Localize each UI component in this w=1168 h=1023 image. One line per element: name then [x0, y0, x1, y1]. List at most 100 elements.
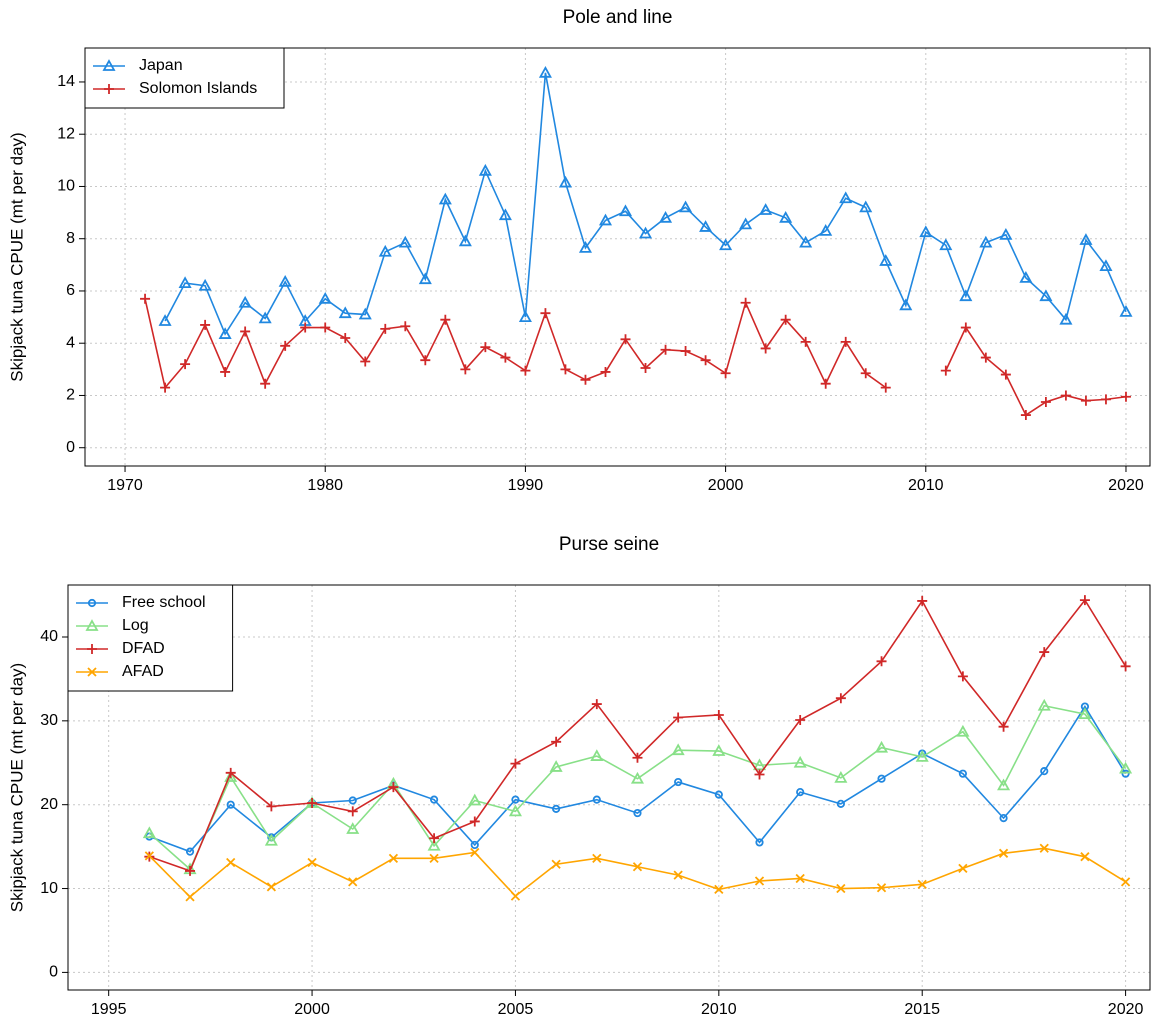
- data-point: [438, 192, 452, 205]
- x-tick-label: 2010: [908, 477, 944, 494]
- legend-box: [84, 47, 285, 109]
- data-point: [578, 241, 592, 253]
- data-point: [520, 365, 531, 376]
- data-point: [348, 796, 357, 805]
- y-axis-label: Skipjack tuna CPUE (mt per day): [7, 132, 26, 381]
- data-point: [468, 793, 482, 806]
- data-point: [780, 314, 791, 325]
- data-point: [712, 744, 726, 756]
- data-point: [752, 758, 767, 771]
- data-point: [348, 877, 358, 887]
- y-axis-label: Skipjack tuna CPUE (mt per day): [7, 663, 26, 912]
- data-point: [378, 244, 392, 257]
- data-point: [755, 838, 764, 847]
- y-tick-label: 40: [40, 628, 58, 645]
- data-point: [739, 217, 753, 230]
- y-tick-label: 12: [57, 125, 75, 142]
- data-point: [1120, 661, 1131, 672]
- legend-marker: [85, 619, 99, 631]
- data-point: [759, 203, 773, 215]
- data-point: [674, 778, 683, 787]
- data-point: [917, 595, 928, 606]
- data-point: [538, 65, 552, 78]
- data-point: [200, 319, 211, 330]
- data-point: [551, 859, 561, 869]
- data-point: [997, 778, 1011, 791]
- x-tick-label: 1980: [307, 477, 343, 494]
- data-point: [338, 306, 352, 319]
- data-point: [835, 693, 846, 704]
- data-point: [1079, 595, 1090, 606]
- data-point: [280, 340, 291, 351]
- data-point: [779, 210, 793, 223]
- data-point: [618, 204, 633, 217]
- data-point: [307, 857, 317, 868]
- data-point: [979, 235, 993, 248]
- data-point: [320, 322, 331, 333]
- data-point: [380, 323, 391, 334]
- data-point: [266, 882, 277, 892]
- data-point: [1037, 698, 1051, 711]
- data-point: [876, 883, 887, 893]
- data-point: [1039, 647, 1050, 658]
- data-point: [998, 721, 1009, 732]
- data-point: [919, 225, 933, 238]
- x-tick-label: 1990: [508, 477, 544, 494]
- data-point: [440, 314, 451, 325]
- series-line: [144, 298, 1127, 417]
- y-tick-label: 10: [57, 178, 75, 195]
- x-tick-label: 1995: [91, 1001, 127, 1018]
- data-point: [418, 272, 432, 285]
- data-point: [346, 822, 360, 834]
- data-point: [699, 220, 713, 232]
- data-point: [640, 363, 651, 374]
- data-point: [1019, 271, 1033, 283]
- legend-marker: [87, 598, 97, 608]
- data-point: [266, 801, 277, 812]
- x-tick-label: 2010: [701, 1001, 737, 1018]
- data-point: [958, 863, 968, 874]
- data-point: [633, 809, 642, 818]
- data-point: [1000, 369, 1011, 380]
- data-point: [300, 322, 311, 333]
- data-point: [180, 359, 191, 370]
- x-tick-label: 2000: [294, 1001, 330, 1018]
- data-point: [940, 365, 951, 376]
- data-point: [795, 715, 806, 725]
- data-point: [834, 771, 848, 783]
- data-point: [836, 799, 845, 808]
- x-tick-label: 2015: [904, 1001, 940, 1018]
- y-tick-label: 0: [49, 964, 58, 981]
- data-point: [1080, 852, 1090, 862]
- y-tick-label: 2: [66, 387, 75, 404]
- y-tick-label: 20: [40, 796, 58, 813]
- data-point: [877, 774, 886, 783]
- data-point: [1040, 767, 1049, 776]
- y-tick-label: 30: [40, 712, 58, 729]
- data-point: [720, 368, 731, 379]
- data-point: [956, 724, 970, 737]
- data-point: [660, 344, 671, 355]
- data-point: [388, 782, 399, 793]
- data-point: [860, 368, 871, 379]
- y-tick-label: 8: [66, 230, 75, 247]
- data-point: [592, 853, 602, 863]
- data-point: [427, 838, 441, 851]
- data-point: [388, 853, 399, 863]
- data-point: [679, 200, 693, 213]
- series-line: [148, 704, 1127, 871]
- data-point: [1120, 877, 1131, 887]
- data-point: [957, 671, 968, 682]
- data-point: [1020, 410, 1031, 421]
- x-tick-label: 2005: [498, 1001, 534, 1018]
- series-line: [149, 598, 1127, 872]
- data-point: [429, 833, 440, 844]
- data-point: [1099, 259, 1113, 272]
- data-point: [540, 308, 551, 319]
- data-point: [713, 709, 724, 720]
- data-point: [998, 848, 1009, 858]
- data-point: [158, 314, 172, 326]
- data-point: [999, 814, 1008, 823]
- data-point: [800, 336, 811, 347]
